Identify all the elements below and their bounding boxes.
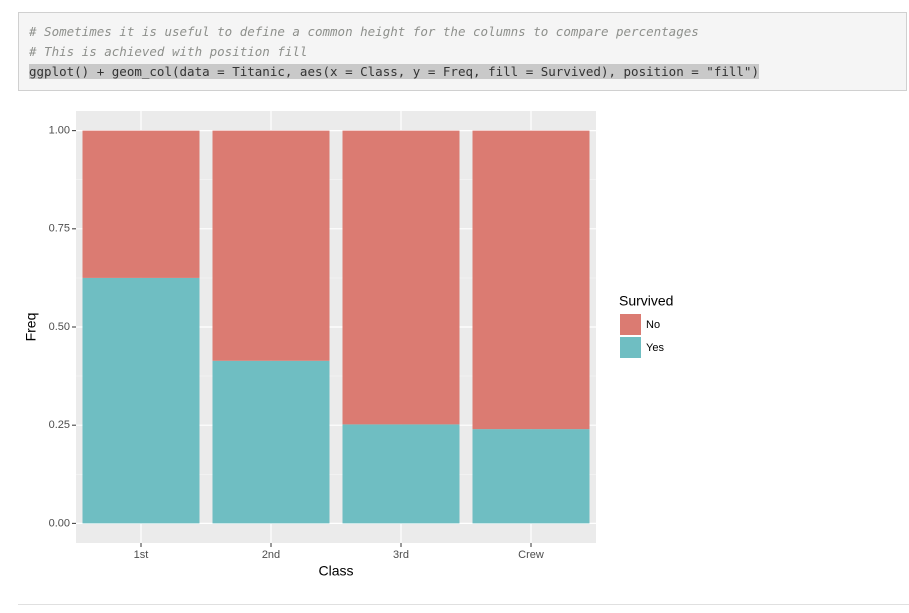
divider — [18, 604, 909, 605]
bar-segment — [82, 277, 200, 524]
legend-label: No — [646, 319, 660, 331]
x-tick-label: 1st — [134, 549, 149, 561]
bar-segment — [472, 130, 590, 430]
bar-segment — [472, 429, 590, 524]
x-axis-title: Class — [318, 563, 353, 579]
y-tick-label: 0.50 — [49, 321, 70, 333]
code-line: ggplot() + geom_col(data = Titanic, aes(… — [29, 64, 759, 79]
code-line: # Sometimes it is useful to define a com… — [29, 24, 699, 39]
bar-segment — [82, 130, 200, 278]
y-tick-label: 0.00 — [49, 517, 70, 529]
legend-key — [620, 314, 641, 335]
bar-segment — [212, 130, 330, 361]
x-tick-label: 3rd — [393, 549, 409, 561]
legend-title: Survived — [619, 293, 673, 309]
bar-segment — [342, 424, 460, 524]
legend-key — [620, 337, 641, 358]
bar-segment — [342, 130, 460, 425]
x-tick-label: 2nd — [262, 549, 280, 561]
y-tick-label: 0.75 — [49, 223, 70, 235]
bar-segment — [212, 360, 330, 524]
legend-label: Yes — [646, 342, 664, 354]
y-tick-label: 1.00 — [49, 125, 70, 137]
code-block: # Sometimes it is useful to define a com… — [18, 12, 907, 91]
y-tick-label: 0.25 — [49, 419, 70, 431]
y-axis-title: Freq — [23, 313, 39, 342]
x-tick-label: Crew — [518, 549, 544, 561]
code-line: # This is achieved with position fill — [29, 44, 308, 59]
